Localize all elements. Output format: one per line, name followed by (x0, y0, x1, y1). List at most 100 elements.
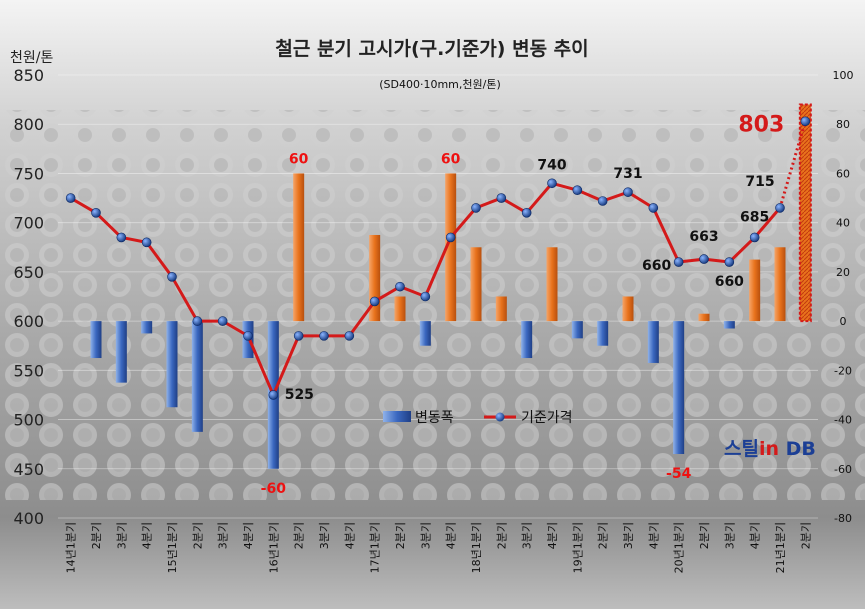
line-data-label: 731 (613, 166, 642, 182)
bar (546, 247, 558, 322)
price-point (116, 232, 127, 243)
x-tick-label: 2분기 (799, 522, 812, 549)
bar (369, 234, 381, 322)
bar (571, 321, 583, 339)
bar (521, 321, 533, 359)
gridlines (58, 74, 818, 519)
x-tick-label: 3분기 (622, 522, 635, 549)
bar (166, 321, 178, 408)
bar (394, 296, 406, 322)
x-tick-label: 18년1분기 (470, 522, 483, 573)
x-tick-label: 4분기 (445, 522, 458, 549)
price-point (496, 193, 507, 203)
rebar-texture (0, 110, 865, 500)
left-tick-label: 800 (13, 115, 44, 134)
bar (774, 247, 786, 322)
left-tick-label: 750 (13, 164, 44, 183)
bar (749, 259, 761, 322)
x-tick-label: 4분기 (749, 522, 762, 549)
x-tick-label: 3분기 (419, 522, 432, 549)
bar (419, 321, 431, 346)
bar-data-label: 60 (441, 151, 461, 167)
x-tick-label: 17년1분기 (369, 522, 382, 573)
price-point (800, 116, 811, 127)
price-point (445, 232, 456, 243)
bar (495, 296, 507, 322)
x-tick-label: 3분기 (318, 522, 331, 549)
x-tick-label: 2분기 (191, 522, 204, 549)
price-point (597, 196, 608, 206)
price-point (699, 254, 709, 264)
right-tick-label: 100 (833, 69, 854, 82)
bar (622, 296, 634, 322)
price-point (91, 208, 101, 218)
x-tick-label: 2분기 (293, 522, 306, 549)
bar-series (90, 103, 812, 469)
left-tick-label: 550 (13, 361, 44, 380)
price-point (572, 185, 583, 195)
right-tick-label: -40 (834, 414, 852, 427)
left-axis-ticks: 400 450 500 550 600 650 700 750 800 850 (13, 66, 44, 528)
left-tick-label: 650 (13, 263, 44, 282)
data-labels: -60 60 60 -54 525 740 731 660 663 660 685 715 803 (261, 112, 785, 497)
bar (115, 321, 127, 383)
right-tick-label: 60 (836, 167, 850, 180)
chart-title: 철근 분기 고시가(구.기준가) 변동 추이 (275, 38, 588, 60)
x-tick-label: 2분기 (597, 522, 610, 549)
line-data-label: 663 (689, 229, 718, 245)
x-tick-label: 16년1분기 (267, 522, 280, 573)
price-point (673, 257, 684, 267)
right-tick-label: 40 (836, 217, 850, 230)
x-tick-label: 4분기 (647, 522, 660, 549)
right-axis-ticks: -80 -60 -40 -20 0 20 40 60 80 100 (833, 69, 854, 525)
price-point (293, 331, 304, 341)
price-point (141, 237, 152, 248)
bar-data-label: 60 (289, 151, 309, 167)
brand-logo-text: 스틸in DB (724, 438, 816, 460)
line-data-label: 740 (537, 157, 566, 173)
line-data-label: 803 (738, 112, 784, 137)
line-data-label: 715 (745, 174, 774, 190)
x-tick-label: 2분기 (394, 522, 407, 549)
right-tick-label: -60 (834, 463, 852, 476)
price-point (369, 296, 380, 307)
price-point (547, 178, 557, 189)
line-data-label: 660 (715, 274, 744, 290)
price-point (749, 232, 760, 243)
price-point (65, 193, 76, 203)
left-tick-label: 850 (13, 66, 44, 85)
x-tick-label: 4분기 (546, 522, 559, 549)
price-point (192, 316, 203, 326)
bar (191, 321, 203, 432)
price-point (420, 291, 431, 302)
left-tick-label: 450 (13, 460, 44, 479)
price-point (775, 203, 785, 213)
bar-data-label: -54 (666, 466, 692, 482)
left-tick-label: 400 (13, 509, 44, 528)
bar (698, 313, 710, 322)
line-data-label: 660 (642, 258, 671, 274)
price-point (623, 187, 633, 197)
x-axis-ticks: 14년1분기 2분기 3분기 4분기 15년1분기 2분기 3분기 4분기 16년1분기 2분기 3… (65, 522, 813, 573)
left-tick-label: 500 (13, 411, 44, 430)
x-tick-label: 3분기 (723, 522, 736, 549)
line-data-label: 525 (285, 387, 314, 403)
x-tick-label: 2분기 (90, 522, 103, 549)
price-point (243, 331, 253, 341)
right-tick-label: -20 (834, 364, 852, 377)
right-tick-label: -80 (834, 512, 852, 525)
right-tick-label: 20 (836, 266, 850, 279)
bar-data-label: -60 (261, 481, 287, 497)
right-tick-label: 0 (840, 315, 847, 328)
left-tick-label: 700 (13, 214, 44, 233)
bar (723, 321, 735, 329)
bar (798, 103, 812, 323)
x-tick-label: 21년1분기 (774, 522, 787, 573)
bar (90, 321, 102, 359)
x-tick-label: 3분기 (521, 522, 534, 549)
price-point (167, 272, 177, 282)
x-tick-label: 4분기 (343, 522, 356, 549)
chart-subtitle: (SD400·10mm,천원/톤) (379, 77, 501, 91)
legend-line-label: 기준가격 (521, 410, 573, 426)
